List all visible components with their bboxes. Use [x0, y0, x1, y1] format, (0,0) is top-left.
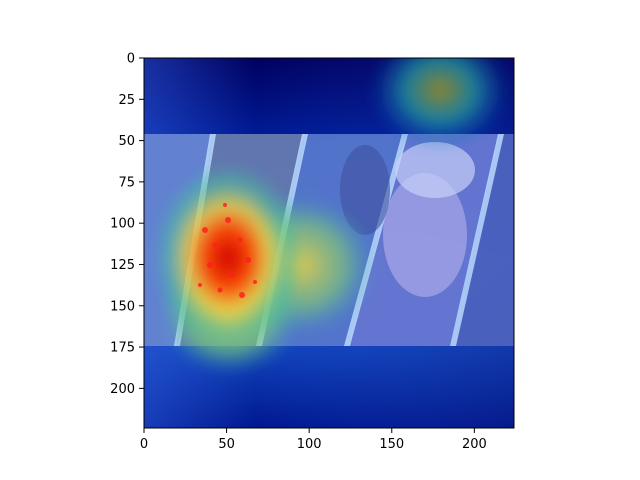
x-tick-label: 100: [297, 437, 322, 452]
y-tick-label: 150: [110, 299, 135, 314]
hotspot-speckles: [198, 203, 257, 298]
y-tick-label: 200: [110, 382, 135, 397]
photo-face-region: [383, 173, 467, 297]
x-tick-label: 0: [140, 437, 148, 452]
x-axis: 0 50 100 150 200: [140, 428, 487, 452]
heat-top-right: [370, 58, 510, 150]
photo-hair-region: [395, 142, 475, 198]
heat-main-hotspot: [153, 163, 303, 353]
photo-divider-4: [450, 134, 504, 346]
x-tick-label: 150: [379, 437, 404, 452]
y-tick-label: 25: [118, 93, 135, 108]
y-tick-label: 100: [110, 217, 135, 232]
photo-person-region: [340, 145, 390, 235]
y-tick-label: 125: [110, 258, 135, 273]
axes-frame: [143, 57, 515, 429]
x-tick-label: 50: [218, 437, 235, 452]
y-tick-label: 0: [127, 52, 135, 67]
y-tick-label: 175: [110, 341, 135, 356]
y-axis: 0 25 50 75 100 125 150 175 200: [110, 52, 144, 397]
x-tick-label: 200: [462, 437, 487, 452]
y-tick-label: 50: [118, 134, 135, 149]
heatmap-image: [144, 58, 514, 428]
y-tick-label: 75: [118, 175, 135, 190]
